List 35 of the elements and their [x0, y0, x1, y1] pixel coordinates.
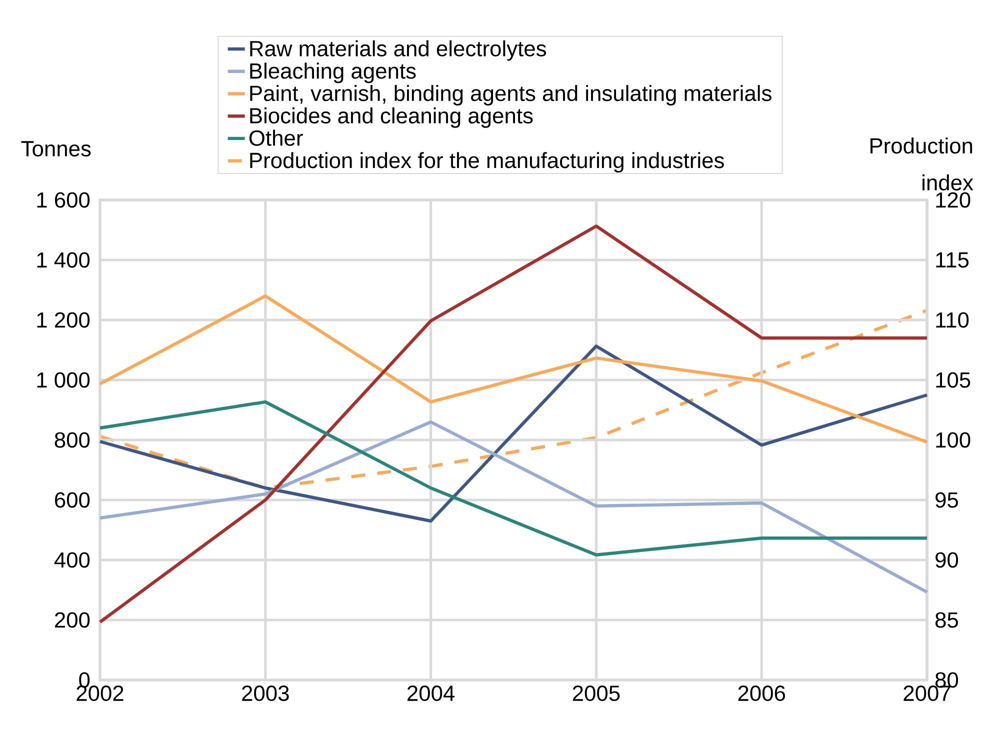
legend-label: Other [249, 130, 303, 146]
x-tick-label: 2005 [572, 686, 620, 702]
legend-label: Paint, varnish, binding agents and insulating materials [250, 85, 772, 106]
y-tick-label: 200 [55, 612, 90, 628]
y2-tick-label: 85 [935, 612, 958, 628]
y-tick-label: 1 200 [37, 312, 90, 328]
y-tick-label: 600 [55, 492, 90, 508]
line-series [98, 344, 929, 523]
y2-tick-label: 105 [936, 372, 970, 388]
y-axis-title: Tonnes [21, 141, 91, 156]
y-tick-label: 1 600 [37, 192, 90, 208]
x-tick-label: 2003 [242, 686, 289, 702]
x-tick-label: 2006 [738, 686, 786, 702]
line-series [98, 224, 929, 624]
y2-axis-title: Production index [870, 138, 974, 190]
y-tick-label: 800 [54, 432, 90, 448]
y-tick-label: 1 400 [37, 252, 90, 268]
line-series [98, 400, 929, 556]
line-series [98, 420, 929, 594]
x-tick-label: 2007 [904, 686, 950, 702]
x-tick-label: 2004 [408, 686, 455, 702]
x-tick-label: 2002 [76, 686, 124, 702]
y2-tick-label: 100 [936, 432, 970, 448]
legend-label: Bleaching agents [250, 62, 416, 84]
legend-label: Production index for the manufacturing industries [250, 152, 724, 173]
y2-tick-label: 80 [935, 672, 958, 688]
y2-tick-label: 90 [936, 552, 958, 568]
y-tick-label: 400 [54, 552, 90, 568]
y-tick-label: 1 000 [37, 372, 90, 388]
y2-tick-label: 115 [936, 252, 969, 268]
y2-tick-label: 110 [936, 312, 969, 328]
legend-label: Raw materials and electrolytes [250, 40, 546, 61]
y2-tick-label: 120 [936, 192, 970, 208]
y2-tick-label: 95 [936, 492, 958, 508]
legend-label: Biocides and cleaning agents [250, 107, 533, 128]
